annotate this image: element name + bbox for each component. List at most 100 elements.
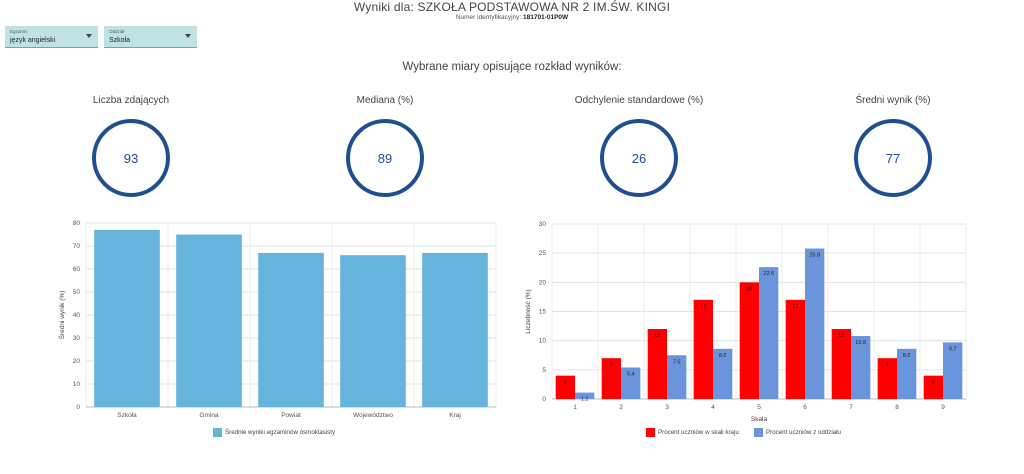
y-axis-label: Średni wynik (%) bbox=[57, 291, 66, 340]
exam-select-label: Egzamin bbox=[10, 29, 28, 34]
bar bbox=[94, 229, 160, 407]
metric-value: 26 bbox=[600, 119, 678, 197]
data-label: 4 bbox=[932, 380, 935, 386]
bar bbox=[693, 299, 713, 399]
y-tick-label: 70 bbox=[73, 243, 81, 250]
x-tick-label: Kraj bbox=[449, 412, 461, 419]
unit-select-label: Oddział bbox=[109, 29, 125, 34]
data-label: 9.7 bbox=[949, 346, 957, 352]
exam-select-value: język angielski bbox=[10, 37, 56, 44]
bar bbox=[713, 348, 733, 399]
bar bbox=[176, 234, 242, 407]
bar bbox=[601, 358, 621, 399]
metric-card: Średni wynik (%) 77 bbox=[813, 95, 973, 197]
data-label: 8.6 bbox=[903, 353, 911, 359]
legend-item[interactable]: Procent uczniów w skali kraju bbox=[646, 428, 739, 437]
y-tick-label: 5 bbox=[542, 367, 546, 374]
y-tick-label: 20 bbox=[539, 279, 547, 286]
bar bbox=[555, 375, 575, 399]
bar bbox=[575, 392, 595, 399]
unit-select-value: Szkoła bbox=[109, 37, 131, 44]
section-title: Wybrane miary opisujące rozkład wyników: bbox=[402, 61, 622, 73]
data-label: 12 bbox=[838, 333, 844, 339]
bar bbox=[647, 329, 667, 399]
chevron-down-icon bbox=[185, 34, 191, 38]
data-label: 12 bbox=[654, 333, 660, 339]
legend-item[interactable]: Procent uczniów z oddziału bbox=[754, 428, 841, 437]
x-tick-label: 4 bbox=[711, 404, 715, 411]
metric-value: 89 bbox=[346, 119, 424, 197]
metric-label: Średni wynik (%) bbox=[855, 95, 931, 106]
bar bbox=[422, 252, 488, 407]
average-results-chart: 0 10 20 30 40 50 60 70 80 Szkoła Gmina Powiat Wojewó… bbox=[57, 220, 497, 419]
y-tick-label: 25 bbox=[539, 250, 547, 257]
y-tick-label: 10 bbox=[73, 381, 81, 388]
distribution-chart: 05101520253041.1175.42127.53178.642022.6… bbox=[525, 221, 967, 423]
metric-card: Liczba zdających 93 bbox=[51, 95, 211, 197]
y-tick-label: 80 bbox=[73, 220, 81, 227]
unit-select[interactable]: Oddział Szkoła bbox=[104, 26, 197, 48]
bar bbox=[621, 367, 641, 399]
x-tick-label: 8 bbox=[895, 404, 899, 411]
bar bbox=[943, 342, 963, 399]
y-tick-label: 0 bbox=[76, 404, 80, 411]
bar bbox=[739, 282, 759, 399]
y-tick-label: 30 bbox=[539, 221, 547, 228]
school-id-value: 181701-01P0W bbox=[523, 14, 569, 21]
bar bbox=[805, 248, 825, 399]
y-tick-label: 40 bbox=[73, 312, 81, 319]
data-label: 8.6 bbox=[719, 353, 727, 359]
bar bbox=[897, 348, 917, 399]
x-tick-label: 3 bbox=[665, 404, 669, 411]
legend-label: Procent uczniów w skali kraju bbox=[658, 429, 739, 436]
data-label: 4 bbox=[564, 380, 567, 386]
x-tick-label: Gmina bbox=[199, 412, 219, 419]
bar bbox=[831, 329, 851, 399]
school-id: Numer identyfikacyjny: 181701-01P0W bbox=[0, 14, 1024, 21]
legend-swatch bbox=[646, 428, 655, 437]
bar bbox=[785, 299, 805, 399]
data-label: 17 bbox=[700, 304, 706, 310]
y-tick-label: 15 bbox=[539, 309, 547, 316]
data-label: 7.5 bbox=[673, 359, 681, 365]
metric-card: Mediana (%) 89 bbox=[305, 95, 465, 197]
metric-card: Odchylenie standardowe (%) 26 bbox=[559, 95, 719, 197]
x-tick-label: 5 bbox=[757, 404, 761, 411]
legend-swatch bbox=[754, 428, 763, 437]
bar bbox=[851, 336, 871, 399]
bar bbox=[759, 267, 779, 399]
bar bbox=[340, 255, 406, 407]
y-tick-label: 60 bbox=[73, 266, 81, 273]
metric-label: Odchylenie standardowe (%) bbox=[574, 95, 704, 106]
y-tick-label: 30 bbox=[73, 335, 81, 342]
metric-label: Liczba zdających bbox=[92, 95, 170, 106]
data-label: 10.8 bbox=[855, 340, 866, 346]
data-label: 5.4 bbox=[627, 372, 635, 378]
x-tick-label: 2 bbox=[619, 404, 623, 411]
legend-label: Średnie wyniki egzaminów ósmoklasisty bbox=[225, 429, 336, 436]
legend-label: Procent uczniów z oddziału bbox=[766, 429, 841, 436]
data-label: 20 bbox=[746, 286, 752, 292]
legend-item[interactable]: Średnie wyniki egzaminów ósmoklasisty bbox=[213, 428, 335, 437]
exam-select[interactable]: Egzamin język angielski bbox=[5, 26, 98, 48]
data-label: 25.8 bbox=[809, 253, 820, 259]
data-label: 17 bbox=[792, 304, 798, 310]
x-tick-label: Szkoła bbox=[117, 412, 137, 419]
metric-value: 77 bbox=[854, 119, 932, 197]
bar bbox=[667, 355, 687, 399]
x-tick-label: Województwo bbox=[353, 412, 393, 419]
data-label: 7 bbox=[886, 362, 889, 368]
bar bbox=[258, 252, 324, 407]
metric-label: Mediana (%) bbox=[356, 95, 414, 106]
data-label: 22.6 bbox=[763, 271, 774, 277]
x-tick-label: 7 bbox=[849, 404, 853, 411]
x-tick-label: 9 bbox=[941, 404, 945, 411]
data-label: 7 bbox=[610, 362, 613, 368]
legend-swatch bbox=[213, 428, 222, 437]
metric-value: 93 bbox=[92, 119, 170, 197]
chevron-down-icon bbox=[86, 34, 92, 38]
y-tick-label: 50 bbox=[73, 289, 81, 296]
x-tick-label: 1 bbox=[573, 404, 577, 411]
data-label: 1.1 bbox=[581, 397, 589, 403]
x-tick-label: Powiat bbox=[281, 412, 301, 419]
